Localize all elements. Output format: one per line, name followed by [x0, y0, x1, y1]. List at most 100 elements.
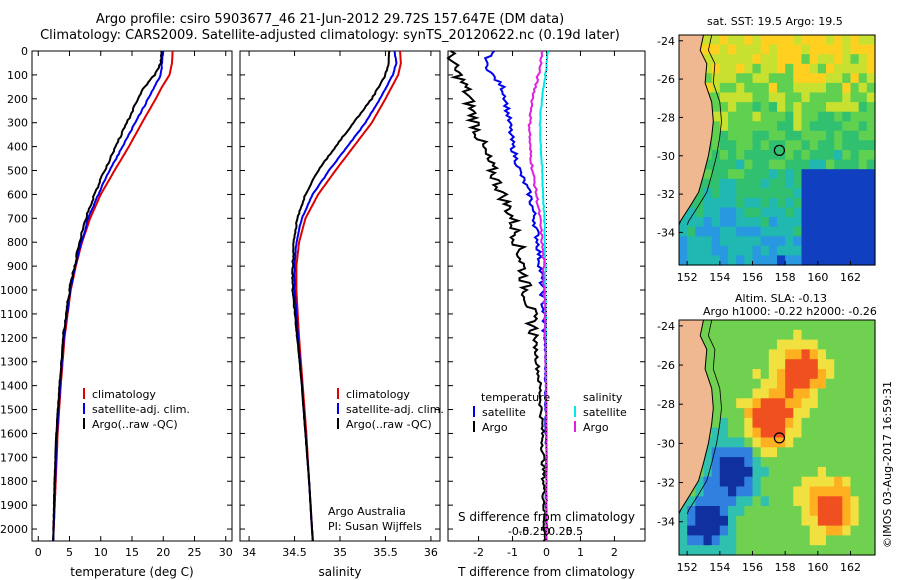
field-cell — [850, 169, 860, 180]
field-cell — [728, 92, 737, 103]
field-cell — [744, 73, 754, 84]
field-cell — [744, 408, 754, 419]
field-cell — [744, 506, 754, 517]
field-cell — [866, 486, 876, 497]
field-cell — [809, 169, 819, 180]
field-cell — [760, 140, 770, 151]
field-cell — [768, 102, 778, 113]
field-cell — [809, 476, 819, 488]
field-cell — [801, 476, 811, 488]
field-cell — [728, 525, 737, 536]
field-cell — [809, 217, 819, 228]
field-cell — [809, 329, 819, 341]
field-cell — [826, 35, 835, 46]
field-cell — [777, 496, 786, 507]
field-cell — [834, 150, 843, 161]
field-cell — [809, 44, 819, 55]
field-cell — [777, 130, 786, 141]
field-cell — [858, 82, 868, 94]
field-cell — [817, 339, 827, 350]
field-cell — [850, 207, 860, 218]
field-cell — [695, 476, 705, 488]
field-cell — [728, 217, 737, 228]
field-cell — [842, 197, 852, 209]
field-cell — [801, 102, 811, 113]
field-cell — [866, 226, 876, 237]
field-cell — [793, 447, 803, 458]
field-cell — [866, 437, 876, 448]
field-cell — [728, 388, 737, 399]
field-cell — [711, 535, 721, 546]
map-frame — [678, 319, 876, 556]
field-cell — [777, 236, 786, 247]
field-cell — [858, 226, 868, 237]
field-cell — [785, 245, 794, 256]
map-frame — [678, 34, 876, 266]
field-cell — [793, 111, 803, 122]
field-cell — [826, 486, 835, 497]
field-cell — [858, 217, 868, 228]
field-cell — [736, 92, 745, 103]
field-cell — [736, 255, 745, 266]
field-cell — [777, 535, 786, 546]
field-cell — [801, 217, 811, 228]
field-cell — [752, 44, 762, 55]
field-cell — [785, 339, 794, 350]
field-cell — [703, 476, 713, 488]
field-cell — [826, 197, 835, 209]
field-cell — [801, 121, 811, 132]
field-cell — [744, 44, 754, 55]
field-cell — [858, 169, 868, 180]
field-cell — [858, 159, 868, 170]
field-cell — [858, 54, 868, 65]
field-cell — [850, 339, 860, 350]
field-cell — [760, 44, 770, 55]
field-cell — [850, 73, 860, 84]
field-cell — [760, 236, 770, 247]
field-cell — [719, 63, 729, 74]
field-cell — [834, 515, 843, 527]
field-cell — [736, 535, 745, 546]
field-cell — [703, 226, 713, 237]
field-cell — [736, 178, 745, 189]
field-cell — [842, 525, 852, 536]
field-cell — [785, 35, 794, 46]
field-cell — [768, 130, 778, 141]
field-cell — [728, 447, 737, 458]
field-cell — [793, 130, 803, 141]
field-cell — [744, 437, 754, 448]
field-cell — [866, 457, 876, 468]
x-tick-label: 35 — [333, 546, 347, 559]
field-cell — [850, 476, 860, 488]
field-cell — [834, 207, 843, 218]
sla-map-subtitle: Argo h1000: -0.22 h2000: -0.26 — [703, 305, 877, 318]
field-cell — [850, 140, 860, 151]
map-lon-label: 152 — [677, 561, 698, 574]
field-cell — [801, 82, 811, 94]
field-cell — [728, 102, 737, 113]
field-cell — [866, 245, 876, 256]
field-cell — [760, 398, 770, 409]
field-cell — [817, 427, 827, 439]
field-cell — [728, 496, 737, 507]
field-cell — [785, 111, 794, 122]
field-cell — [752, 217, 762, 228]
field-cell — [817, 178, 827, 189]
field-cell — [760, 378, 770, 390]
field-cell — [760, 339, 770, 350]
field-cell — [793, 236, 803, 247]
map-lat-label: -30 — [657, 437, 675, 450]
legend-title-temperature: temperature — [481, 391, 550, 404]
field-cell — [842, 408, 852, 419]
field-cell — [760, 496, 770, 507]
field-cell — [768, 197, 778, 209]
field-cell — [752, 378, 762, 390]
field-cell — [768, 92, 778, 103]
field-cell — [768, 73, 778, 84]
y-tick-label: 200 — [7, 93, 28, 106]
field-cell — [826, 437, 835, 448]
field-cell — [744, 111, 754, 122]
field-cell — [826, 92, 835, 103]
field-cell — [736, 169, 745, 180]
